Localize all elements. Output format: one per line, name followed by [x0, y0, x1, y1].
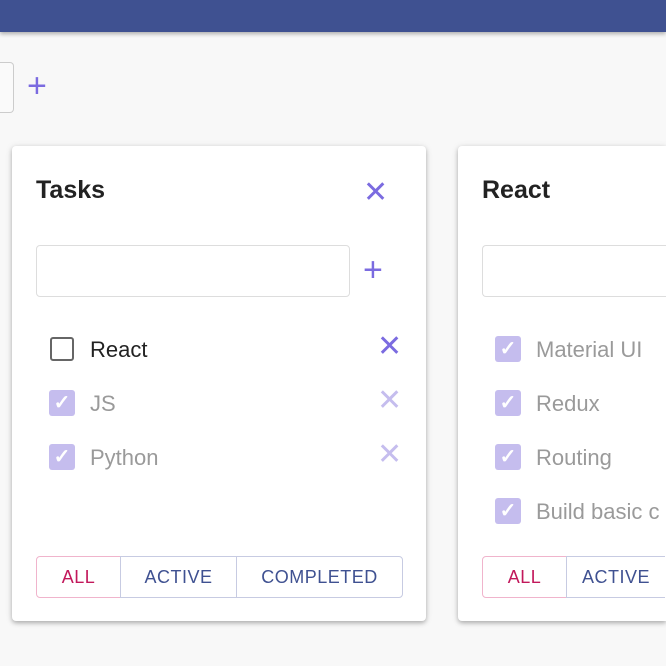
new-list-input[interactable] [0, 62, 14, 113]
task-item: ✓ JS ✕ [49, 384, 409, 418]
add-task-button[interactable]: + [363, 253, 383, 287]
list-title: Tasks [36, 176, 106, 204]
task-label[interactable]: Routing [536, 445, 612, 470]
plus-icon: + [363, 251, 383, 289]
task-item: React ✕ [49, 330, 409, 364]
task-label[interactable]: Redux [536, 391, 600, 416]
filter-completed-button[interactable]: COMPLETED [236, 556, 403, 598]
plus-icon: + [27, 67, 47, 105]
close-icon: ✕ [363, 176, 389, 209]
add-list-button[interactable]: + [27, 69, 47, 103]
filter-active-button[interactable]: ACTIVE [120, 556, 237, 598]
task-item: ✓ Routing [495, 442, 666, 472]
task-checkbox[interactable]: ✓ [495, 336, 521, 362]
delete-task-icon[interactable]: ✕ [377, 384, 403, 417]
task-item: ✓ Material UI [495, 334, 666, 364]
task-item: ✓ Redux [495, 388, 666, 418]
new-task-input[interactable] [36, 245, 350, 297]
filter-all-button[interactable]: ALL [482, 556, 567, 598]
filter-buttons: ALL ACTIVE [482, 556, 665, 598]
delete-list-button[interactable]: ✕ [363, 178, 388, 208]
app-bar [0, 0, 666, 32]
task-checkbox[interactable] [50, 337, 74, 361]
task-checkbox[interactable]: ✓ [49, 444, 75, 470]
task-item: ✓ Python ✕ [49, 438, 409, 472]
task-label[interactable]: React [90, 337, 148, 362]
task-item: ✓ Build basic c [495, 496, 666, 526]
task-label[interactable]: JS [90, 391, 116, 416]
filter-all-button[interactable]: ALL [36, 556, 121, 598]
task-checkbox[interactable]: ✓ [495, 498, 521, 524]
todolist-card: React ✓ Material UI ✓ Redux ✓ Routing ✓ … [458, 146, 666, 621]
task-checkbox[interactable]: ✓ [495, 444, 521, 470]
task-checkbox[interactable]: ✓ [495, 390, 521, 416]
task-label[interactable]: Material UI [536, 337, 643, 362]
filter-active-button[interactable]: ACTIVE [566, 556, 665, 598]
filter-buttons: ALL ACTIVE COMPLETED [36, 556, 403, 598]
delete-task-icon[interactable]: ✕ [377, 330, 403, 363]
task-label[interactable]: Build basic c [536, 499, 660, 524]
task-label[interactable]: Python [90, 445, 159, 470]
delete-task-icon[interactable]: ✕ [377, 438, 403, 471]
todolist-card: Tasks ✕ + React ✕ ✓ JS ✕ ✓ Python ✕ ALL … [12, 146, 426, 621]
new-task-input[interactable] [482, 245, 666, 297]
list-title: React [482, 176, 551, 204]
task-checkbox[interactable]: ✓ [49, 390, 75, 416]
